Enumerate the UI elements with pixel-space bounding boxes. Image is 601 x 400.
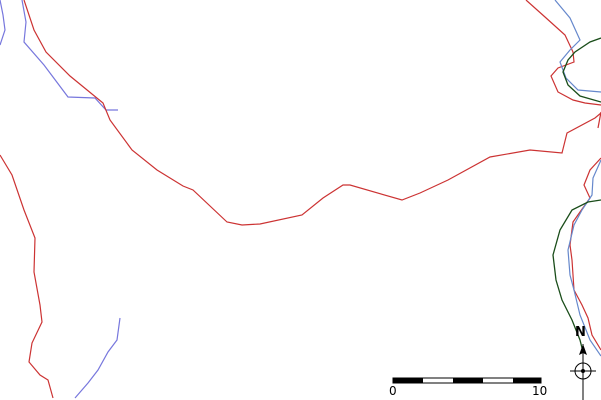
north-arrow-icon: [570, 344, 596, 400]
scale-segment-5: [513, 378, 541, 383]
main-road: [23, 0, 601, 226]
road-top-right: [525, 0, 601, 106]
road-right-lower: [569, 157, 601, 351]
boundary-right-lower: [552, 199, 601, 353]
boundaries: [552, 37, 601, 353]
scale-label-ten: 10: [532, 384, 548, 398]
river-right-lower: [567, 159, 601, 357]
water-features-right: [554, 0, 601, 357]
river-top-right: [554, 0, 601, 93]
compass-north-label: N: [575, 325, 586, 340]
stream-upper-left: [21, 0, 118, 111]
scale-segment-3: [453, 378, 483, 383]
side-road-left: [0, 154, 54, 399]
stream-bottom-left: [74, 317, 121, 399]
scale-segment-1: [393, 378, 423, 383]
scale-label-zero: 0: [389, 384, 397, 398]
scale-bar: [392, 377, 542, 384]
water-features: [0, 0, 121, 399]
stream-top-left: [0, 0, 6, 46]
boundary-top-right: [562, 37, 601, 103]
